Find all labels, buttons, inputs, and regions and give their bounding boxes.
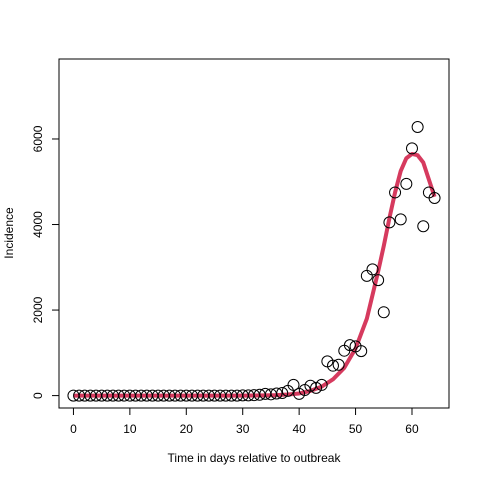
x-tick-label: 0: [70, 422, 77, 436]
data-point: [287, 378, 300, 391]
x-tick-label: 20: [180, 422, 194, 436]
data-point: [428, 192, 441, 205]
data-point: [417, 220, 430, 233]
data-point: [394, 213, 407, 226]
data-point: [411, 121, 424, 134]
data-point: [366, 263, 379, 276]
data-point: [270, 387, 283, 400]
data-point: [355, 345, 368, 358]
data-point: [332, 358, 345, 371]
data-point: [326, 359, 339, 372]
y-axis-title: Incidence: [2, 207, 16, 259]
y-tick-label: 2000: [31, 296, 45, 323]
y-tick-label: 0: [31, 392, 45, 399]
data-point: [310, 381, 323, 394]
x-tick-label: 40: [292, 422, 306, 436]
x-axis: 0 10 20 30 40 50 60: [70, 407, 419, 436]
data-point: [276, 387, 289, 400]
y-tick-label: 4000: [31, 211, 45, 238]
x-tick-label: 10: [123, 422, 137, 436]
data-point: [315, 378, 328, 391]
x-tick-label: 30: [236, 422, 250, 436]
data-point: [389, 186, 402, 199]
x-axis-title: Time in days relative to outbreak: [168, 451, 342, 465]
x-tick-label: 60: [405, 422, 419, 436]
data-point: [343, 339, 356, 352]
y-axis: 0 2000 4000 6000: [31, 125, 60, 399]
data-points-layer: [67, 121, 441, 402]
data-point: [360, 269, 373, 282]
data-point: [405, 142, 418, 155]
x-tick-label: 50: [349, 422, 363, 436]
data-point: [383, 216, 396, 229]
data-point: [372, 274, 385, 287]
data-point: [400, 177, 413, 190]
plot-frame: [58, 58, 450, 409]
y-tick-label: 6000: [31, 125, 45, 152]
data-point: [377, 306, 390, 319]
